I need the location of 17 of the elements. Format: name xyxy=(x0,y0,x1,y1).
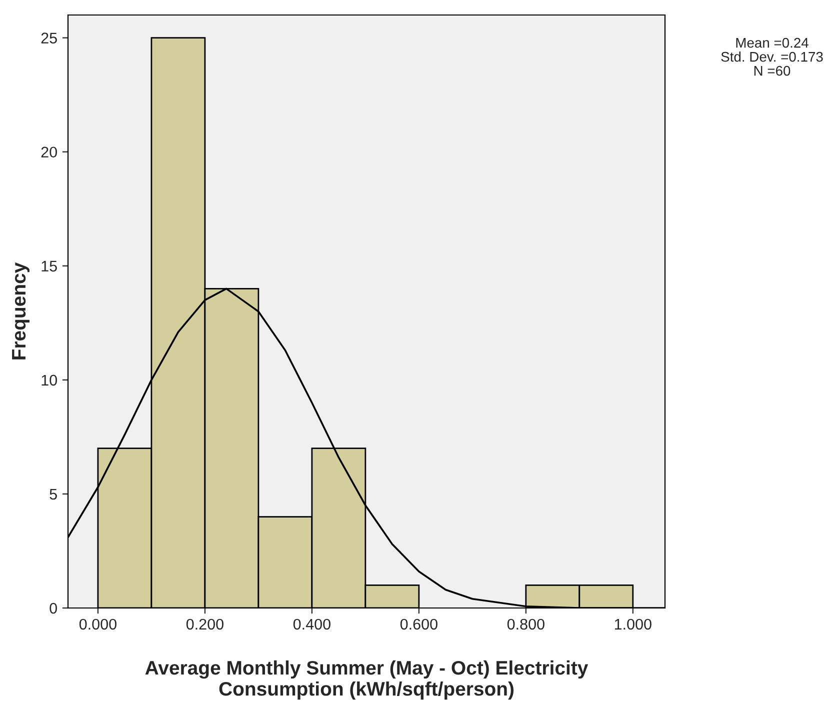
y-tick-label: 20 xyxy=(41,146,57,158)
y-tick-label: 15 xyxy=(42,260,57,272)
y-tick-label: 0 xyxy=(50,602,57,614)
x-axis-title: Average Monthly Summer (May - Oct) Electricity Consumption (kWh/sqft/person) xyxy=(145,660,588,700)
x-tick-label: 0.600 xyxy=(400,618,438,630)
x-tick-label: 1.000 xyxy=(614,618,652,630)
x-tick-label: 0.200 xyxy=(186,618,224,630)
text: Std. Dev. =0.173 xyxy=(721,52,823,62)
text: Mean =0.24 xyxy=(736,38,808,48)
y-tick-label: 5 xyxy=(50,488,57,500)
y-tick-label: 10 xyxy=(42,374,57,386)
text: N =60 xyxy=(754,66,790,76)
x-tick-label: 0.400 xyxy=(293,618,330,630)
x-tick-label: 0.800 xyxy=(507,618,544,630)
y-axis-title: Frequency xyxy=(12,262,30,360)
x-tick-label: 0.000 xyxy=(79,618,116,630)
y-tick-label: 25 xyxy=(41,32,57,44)
